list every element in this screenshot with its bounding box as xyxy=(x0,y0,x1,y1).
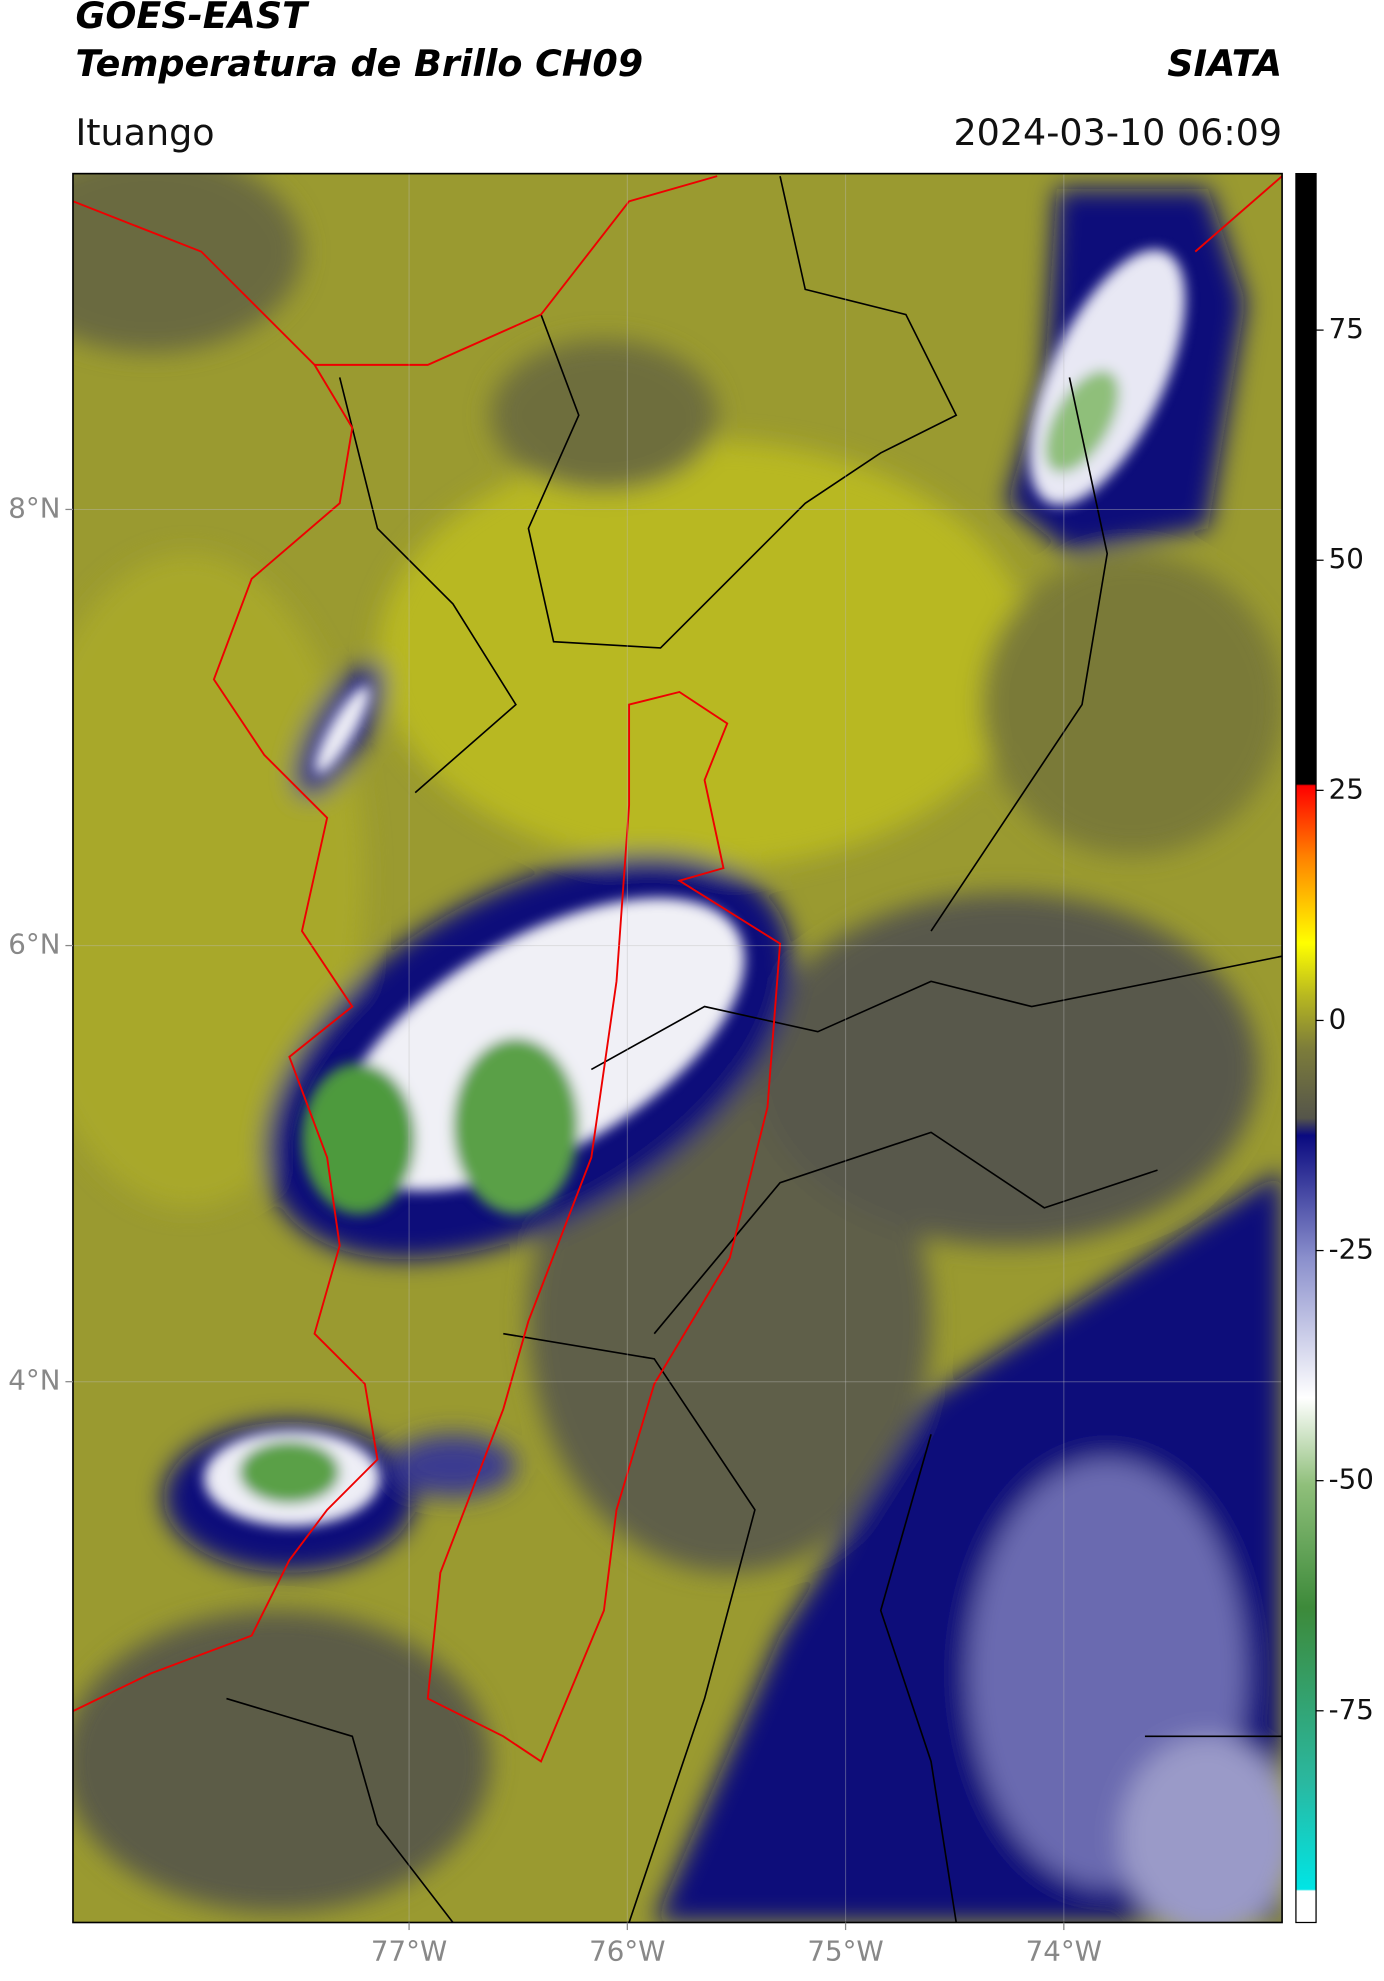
datetime: 2024-03-10 06:09 xyxy=(953,111,1282,154)
source: SIATA xyxy=(1167,42,1282,85)
colorbar-label: 25 xyxy=(1329,772,1364,805)
colorbar xyxy=(1295,172,1317,1924)
lat-label: 8°N xyxy=(8,491,60,524)
lon-label: 74°W xyxy=(1026,1935,1102,1968)
lon-label: 77°W xyxy=(371,1935,447,1968)
lon-label: 76°W xyxy=(589,1935,665,1968)
lat-label: 6°N xyxy=(8,928,60,961)
title-line2: Temperatura de Brillo CH09 xyxy=(75,42,643,85)
satellite-image xyxy=(72,173,1283,1923)
borders xyxy=(226,175,1283,1923)
map-frame xyxy=(72,172,1283,1924)
lon-label: 75°W xyxy=(807,1935,883,1968)
coast-and-region xyxy=(72,175,1283,1763)
location: Ituango xyxy=(75,111,214,154)
colorbar-label: -50 xyxy=(1329,1463,1374,1496)
colorbar-label: 75 xyxy=(1329,312,1364,345)
colorbar-label: -25 xyxy=(1329,1233,1374,1266)
colorbar-label: 0 xyxy=(1329,1002,1347,1035)
grid xyxy=(72,173,1283,1923)
lat-label: 4°N xyxy=(8,1364,60,1397)
title-line1: GOES-EAST xyxy=(75,0,310,37)
colorbar-label: 50 xyxy=(1329,542,1364,575)
colorbar-label: -75 xyxy=(1329,1693,1374,1726)
